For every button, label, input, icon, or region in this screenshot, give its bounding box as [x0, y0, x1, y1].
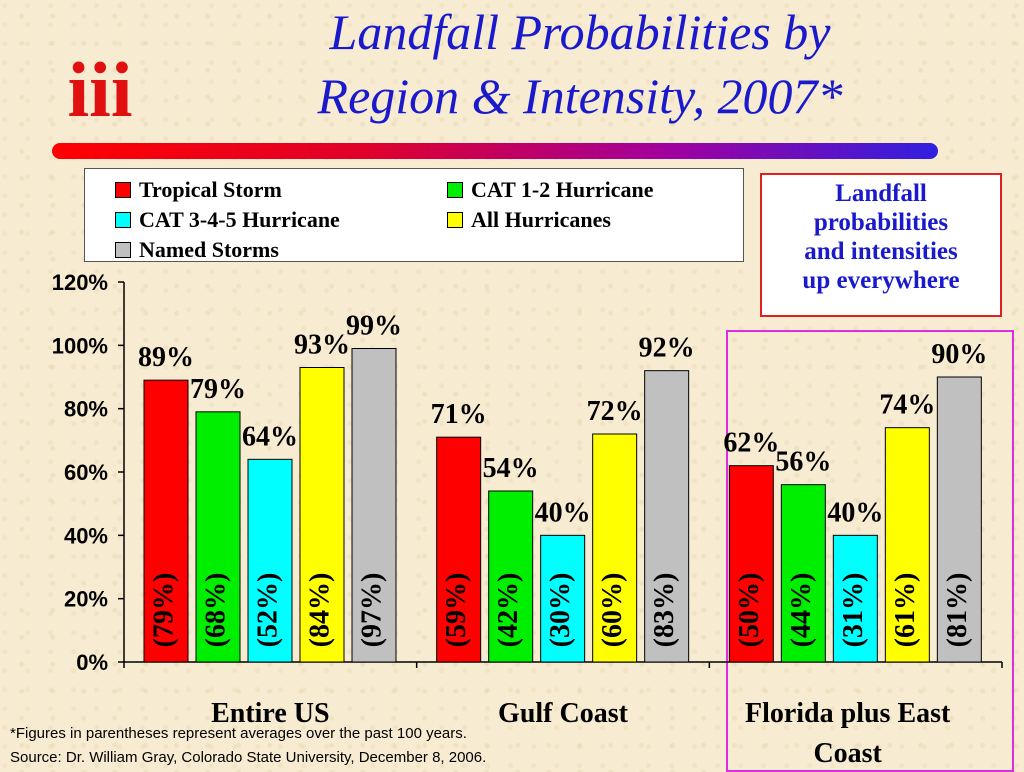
bar	[728, 465, 774, 663]
y-tick-label: 100%	[52, 333, 108, 358]
callout-line-4: up everywhere	[802, 267, 960, 294]
footnote-line-2: Source: Dr. William Gray, Colorado State…	[10, 749, 487, 766]
bar	[247, 458, 293, 663]
bar	[488, 490, 534, 663]
legend-swatch	[115, 212, 131, 228]
bar-value-label: 93%	[294, 330, 350, 361]
bar-value-label: 64%	[242, 421, 298, 452]
legend-swatch	[447, 212, 463, 228]
bar	[195, 411, 241, 663]
y-tick-label: 20%	[64, 587, 108, 612]
y-tick-label: 80%	[64, 397, 108, 422]
legend-label: All Hurricanes	[471, 207, 611, 232]
bar	[143, 379, 189, 663]
legend-swatch	[115, 182, 131, 198]
category-label: Gulf Coast	[498, 698, 629, 729]
bar	[644, 370, 690, 663]
logo-text: iii	[67, 52, 132, 132]
legend-item: Tropical Storm	[115, 177, 282, 203]
bar-average-label: (83%)	[649, 573, 680, 648]
bar	[351, 348, 397, 663]
bar	[540, 534, 586, 663]
y-tick-label: 0%	[76, 650, 108, 675]
chart-title: Landfall Probabilities by Region & Inten…	[200, 0, 960, 128]
bar-value-label: 40%	[535, 497, 591, 528]
bar-value-label: 89%	[138, 342, 194, 373]
bar-average-label: (60%)	[597, 573, 628, 648]
callout-line-1: Landfall	[835, 180, 927, 207]
bar	[780, 484, 826, 663]
bar-value-label: 71%	[431, 399, 487, 430]
bar-average-label: (50%)	[734, 573, 765, 648]
iii-logo: iii	[67, 52, 132, 132]
bar-average-label: (52%)	[252, 573, 283, 648]
bar-value-label: 62%	[723, 428, 779, 459]
legend-item: CAT 3-4-5 Hurricane	[115, 207, 340, 233]
bar-value-label: 74%	[879, 390, 935, 421]
y-tick-label: 60%	[64, 460, 108, 485]
legend-label: CAT 3-4-5 Hurricane	[139, 207, 340, 232]
bar-value-label: 40%	[827, 497, 883, 528]
category-label: Florida plus East	[745, 698, 951, 729]
category-label: Entire US	[211, 698, 330, 729]
category-label: Coast	[813, 738, 882, 768]
bar	[884, 427, 930, 663]
legend-item: All Hurricanes	[447, 207, 611, 233]
callout-line-2: probabilities	[813, 209, 949, 236]
y-tick-label: 120%	[52, 270, 108, 295]
legend-item: CAT 1-2 Hurricane	[447, 177, 654, 203]
bar-value-label: 54%	[483, 453, 539, 484]
footnote-line-1: *Figures in parentheses represent averag…	[10, 725, 467, 742]
bar-average-label: (31%)	[838, 573, 869, 648]
chart-legend: Tropical Storm CAT 1-2 Hurricane CAT 3-4-5…	[84, 168, 744, 262]
title-line-2: Region & Intensity, 2007*	[317, 68, 843, 124]
bar-value-label: 56%	[775, 447, 831, 478]
bar-average-label: (68%)	[200, 573, 231, 648]
legend-label: CAT 1-2 Hurricane	[471, 177, 654, 202]
bar	[832, 534, 878, 663]
title-divider	[52, 143, 938, 159]
bar	[299, 367, 345, 663]
bar-average-label: (59%)	[441, 573, 472, 648]
footnote: *Figures in parentheses represent averag…	[10, 722, 486, 770]
bar-value-label: 72%	[587, 396, 643, 427]
callout-line-3: and intensities	[804, 238, 958, 265]
bar-average-label: (44%)	[786, 573, 817, 648]
bar-value-label: 90%	[931, 339, 987, 370]
legend-label: Named Storms	[139, 237, 279, 262]
y-tick-label: 40%	[64, 523, 108, 548]
bar-average-label: (61%)	[890, 573, 921, 648]
bar-value-label: 92%	[639, 333, 695, 364]
title-line-1: Landfall Probabilities by	[329, 4, 831, 60]
bar-average-label: (42%)	[493, 573, 524, 648]
legend-swatch	[447, 182, 463, 198]
bar	[436, 436, 482, 663]
bar-average-label: (84%)	[304, 573, 335, 648]
bar-value-label: 79%	[190, 374, 246, 405]
bar	[936, 376, 982, 663]
bar-average-label: (30%)	[545, 573, 576, 648]
bar-average-label: (81%)	[942, 573, 973, 648]
legend-swatch	[115, 242, 131, 258]
bar-average-label: (97%)	[356, 573, 387, 648]
bar	[592, 433, 638, 663]
legend-item: Named Storms	[115, 237, 279, 263]
callout-box: Landfall probabilities and intensities u…	[760, 173, 1002, 317]
legend-label: Tropical Storm	[139, 177, 282, 202]
bar-value-label: 99%	[346, 311, 402, 342]
bar-average-label: (79%)	[148, 573, 179, 648]
